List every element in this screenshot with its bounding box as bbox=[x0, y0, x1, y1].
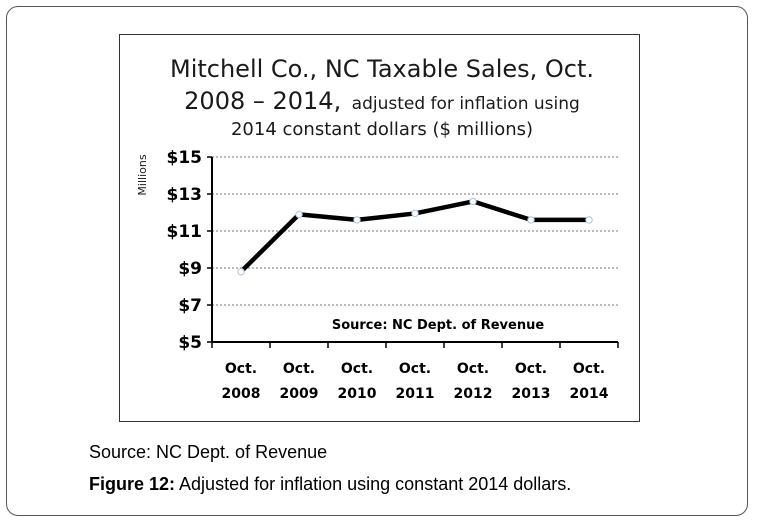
y-axis-label: Millions bbox=[136, 154, 149, 195]
figure-text: Adjusted for inflation using constant 20… bbox=[175, 474, 572, 494]
chart-title-line1: Mitchell Co., NC Taxable Sales, Oct. bbox=[170, 55, 594, 83]
x-tick-label-top: Oct. bbox=[457, 361, 489, 377]
chart-annotation: Source: NC Dept. of Revenue bbox=[332, 318, 544, 333]
chart-title-line3: 2014 constant dollars ($ millions) bbox=[231, 119, 533, 140]
x-tick-label-bottom: 2010 bbox=[338, 386, 377, 402]
chart-panel: Mitchell Co., NC Taxable Sales, Oct. 200… bbox=[119, 34, 640, 422]
x-tick-label-top: Oct. bbox=[573, 361, 605, 377]
line-chart: Mitchell Co., NC Taxable Sales, Oct. 200… bbox=[136, 55, 619, 402]
x-tick-label-top: Oct. bbox=[515, 361, 547, 377]
x-tick-label-bottom: 2012 bbox=[454, 386, 493, 402]
y-tick-label: $11 bbox=[167, 222, 203, 242]
x-tick-label-top: Oct. bbox=[341, 361, 373, 377]
data-point bbox=[527, 216, 535, 224]
y-tick-label: $9 bbox=[178, 259, 202, 279]
y-tick-label: $7 bbox=[178, 296, 202, 316]
chart-title-line2: 2008 – 2014, adjusted for inflation usin… bbox=[184, 87, 580, 115]
x-tick-label-bottom: 2011 bbox=[396, 386, 435, 402]
y-tick-label: $15 bbox=[167, 148, 203, 168]
x-tick-label-bottom: 2009 bbox=[280, 386, 319, 402]
chart-title-line2-sub: adjusted for inflation using bbox=[352, 94, 580, 114]
chart-title-line2-main: 2008 – 2014, bbox=[184, 87, 341, 115]
data-point bbox=[469, 197, 477, 206]
y-tick-label: $13 bbox=[167, 185, 203, 205]
data-point bbox=[411, 209, 419, 218]
y-tick-label: $5 bbox=[178, 333, 202, 353]
x-tick-label-bottom: 2008 bbox=[222, 386, 261, 402]
x-tick-label-top: Oct. bbox=[283, 361, 315, 377]
caption-source: Source: NC Dept. of Revenue bbox=[89, 442, 328, 462]
x-tick-label-top: Oct. bbox=[399, 361, 431, 377]
data-point bbox=[237, 268, 245, 276]
x-tick-label-top: Oct. bbox=[225, 361, 257, 377]
x-tick-label-bottom: 2013 bbox=[512, 386, 551, 402]
figure-label: Figure 12: bbox=[89, 474, 176, 494]
data-point bbox=[585, 216, 593, 224]
data-point bbox=[353, 216, 361, 224]
data-point bbox=[295, 210, 303, 219]
x-tick-label-bottom: 2014 bbox=[570, 386, 609, 402]
figure-caption: Figure 12: Adjusted for inflation using … bbox=[89, 474, 571, 495]
figure-frame bbox=[6, 6, 748, 516]
